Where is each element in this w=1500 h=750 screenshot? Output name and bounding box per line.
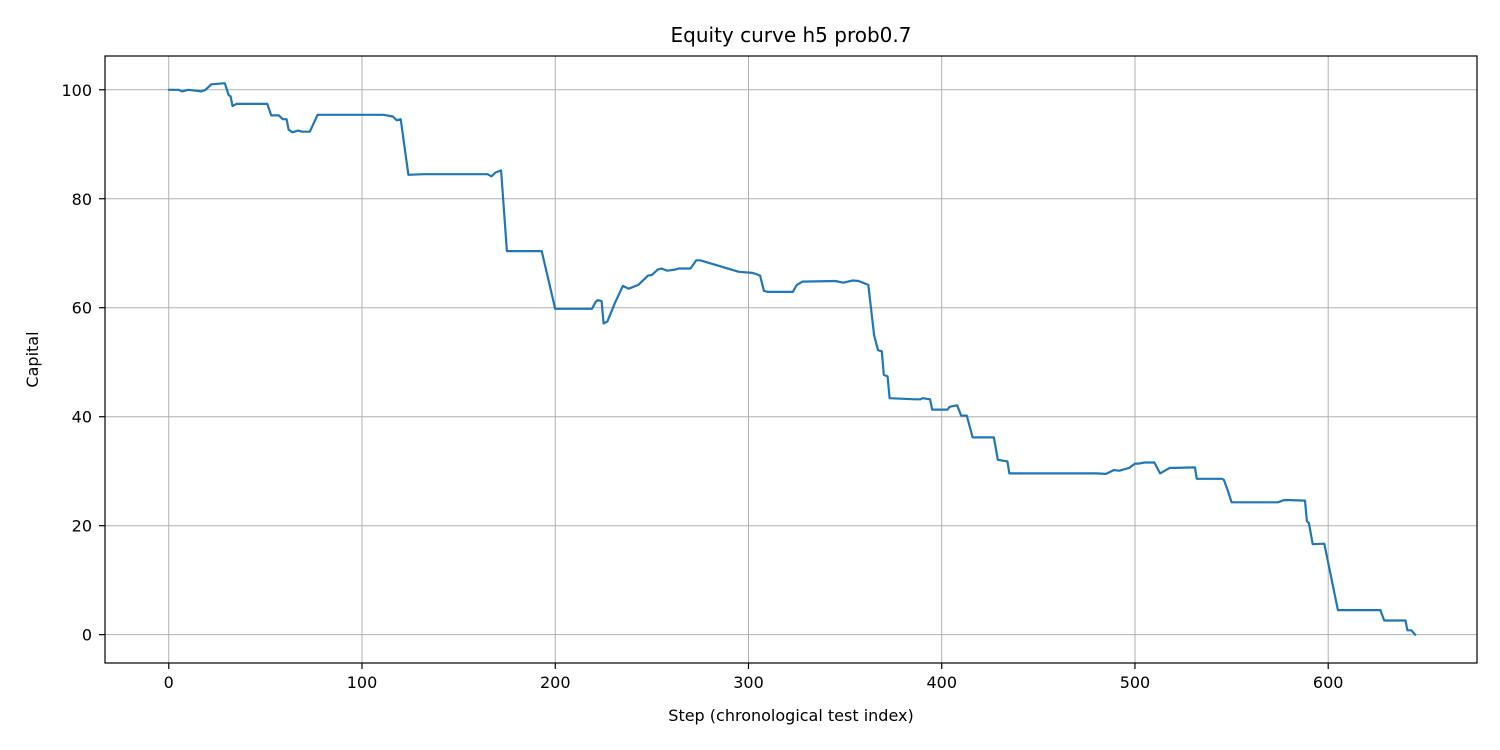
x-tick-label: 0 <box>164 673 174 692</box>
plot-area <box>167 82 1417 636</box>
ticks: 0 100 200 300 400 500 600 0 20 40 60 80 100 <box>61 81 1343 692</box>
grid <box>105 56 1477 663</box>
x-tick-label: 300 <box>733 673 764 692</box>
chart-title: Equity curve h5 prob0.7 <box>671 23 912 47</box>
y-tick-label: 20 <box>72 517 92 536</box>
y-axis-label: Capital <box>23 331 42 387</box>
axes-frame <box>104 55 1478 664</box>
x-tick-label: 400 <box>926 673 957 692</box>
y-tick-label: 0 <box>82 626 92 645</box>
x-tick-label: 200 <box>540 673 571 692</box>
y-tick-label: 40 <box>72 408 92 427</box>
x-tick-label: 500 <box>1120 673 1151 692</box>
series-line-0 <box>167 82 1417 636</box>
y-tick-label: 80 <box>72 190 92 209</box>
y-tick-label: 100 <box>61 81 92 100</box>
x-tick-label: 100 <box>347 673 378 692</box>
y-tick-label: 60 <box>72 299 92 318</box>
x-tick-label: 600 <box>1313 673 1344 692</box>
x-axis-label: Step (chronological test index) <box>668 706 913 725</box>
